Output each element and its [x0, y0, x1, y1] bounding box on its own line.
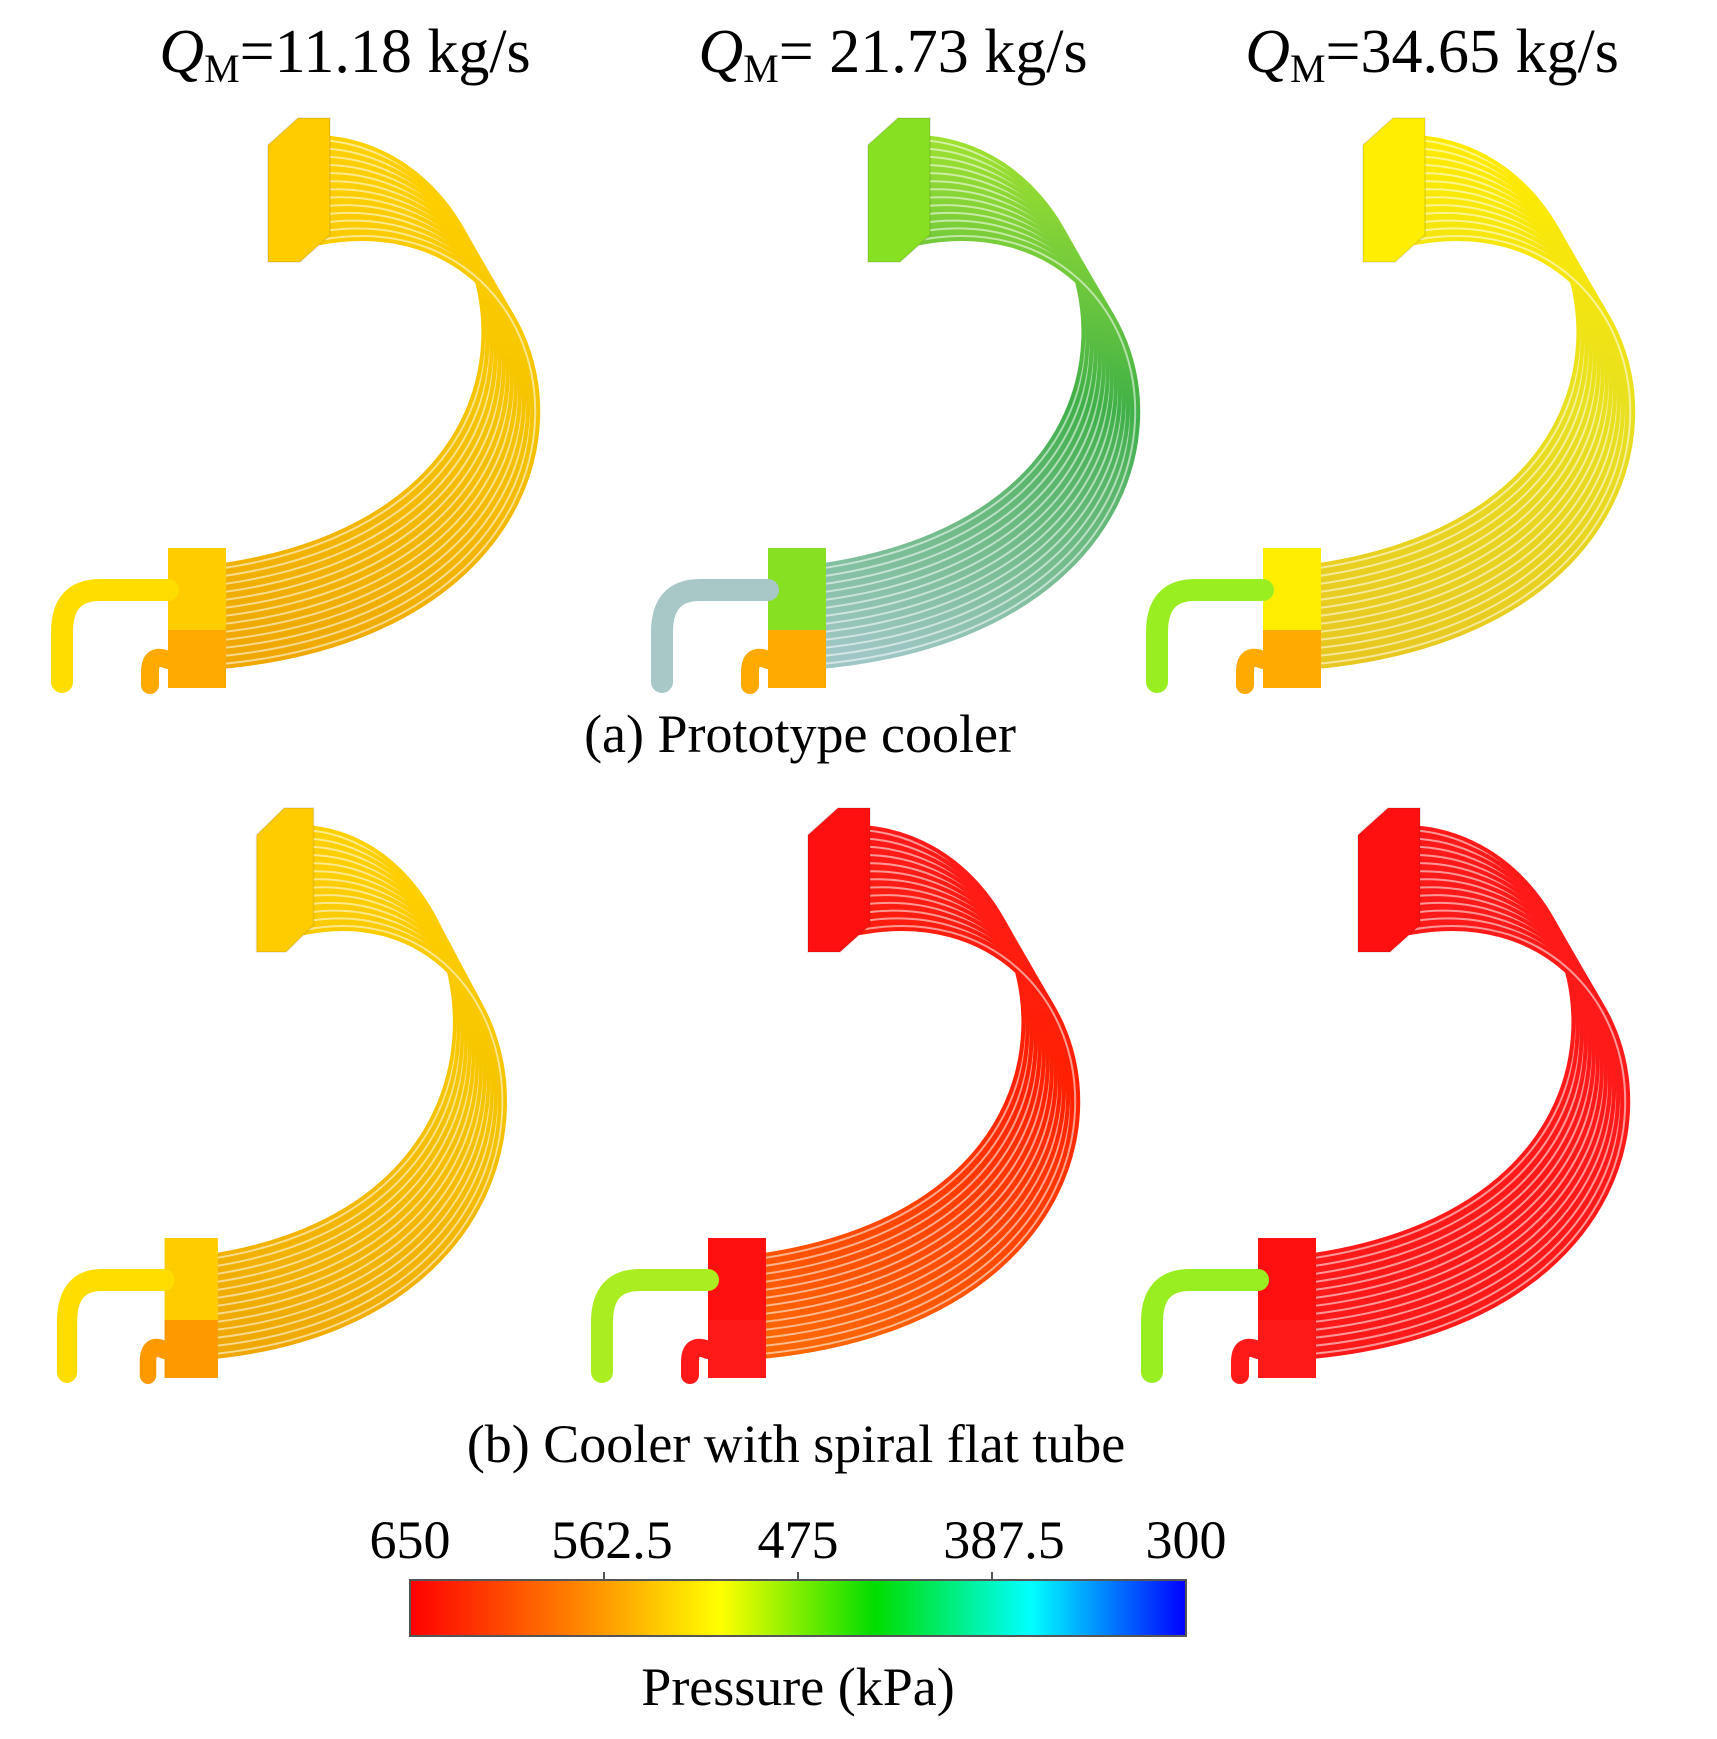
column-header-2: QM= 21.73 kg/s	[698, 18, 1087, 91]
inlet-pipe	[591, 1269, 719, 1383]
inlet-pipe	[51, 579, 179, 693]
colorbar: 650 562.5 475 387.5 300 Pressure (kPa)	[370, 1510, 1227, 1717]
colorbar-tick-label: 475	[758, 1510, 839, 1570]
outlet-pipe	[1231, 1338, 1267, 1384]
cooler-panel-spiral-3465	[1141, 807, 1631, 1384]
colorbar-tick-label: 300	[1146, 1510, 1227, 1570]
outlet-pipe	[681, 1338, 717, 1384]
top-header-block	[807, 807, 871, 953]
top-header-block	[267, 117, 331, 263]
bottom-header-outlet-section	[1263, 630, 1321, 688]
inlet-pipe	[651, 579, 779, 693]
outlet-pipe	[141, 648, 177, 694]
caption-spiral-flat-tube: (b) Cooler with spiral flat tube	[467, 1414, 1125, 1474]
caption-prototype-cooler: (a) Prototype cooler	[584, 704, 1016, 764]
bottom-header-outlet-section	[768, 630, 826, 688]
inlet-pipe	[1146, 579, 1274, 693]
tube-highlight	[749, 925, 1077, 1356]
bottom-header-outlet-section	[168, 630, 226, 688]
inlet-pipe	[1141, 1269, 1269, 1383]
cooler-panel-spiral-2173	[591, 807, 1081, 1384]
bottom-header-outlet-section	[708, 1320, 766, 1378]
top-header-block	[1357, 807, 1421, 953]
outlet-pipe	[139, 1338, 173, 1384]
tube-highlight	[209, 235, 537, 666]
inlet-pipe	[56, 1269, 175, 1383]
top-header-block	[1362, 117, 1426, 263]
cooler-panel-prototype-3465	[1146, 117, 1636, 694]
tube-highlight	[203, 925, 504, 1356]
colorbar-tick-label: 562.5	[551, 1510, 673, 1570]
cooler-panel-prototype-2173	[651, 117, 1141, 694]
tube-highlight	[1299, 925, 1627, 1356]
outlet-pipe	[1236, 648, 1272, 694]
colorbar-gradient	[409, 1579, 1187, 1637]
colorbar-tick-label: 650	[370, 1510, 451, 1570]
top-header-block	[867, 117, 931, 263]
tube-highlight	[809, 235, 1137, 666]
outlet-pipe	[741, 648, 777, 694]
cooler-panel-spiral-1118	[56, 807, 507, 1384]
column-header-1: QM=11.18 kg/s	[159, 18, 530, 91]
column-header-3: QM=34.65 kg/s	[1245, 18, 1619, 91]
tube-highlight	[1304, 235, 1632, 666]
colorbar-title: Pressure (kPa)	[641, 1657, 954, 1717]
cooler-panel-prototype-1118	[51, 117, 541, 694]
colorbar-tick-label: 387.5	[943, 1510, 1065, 1570]
top-header-block	[255, 807, 315, 953]
bottom-header-outlet-section	[1258, 1320, 1316, 1378]
bottom-header-outlet-section	[164, 1320, 218, 1378]
